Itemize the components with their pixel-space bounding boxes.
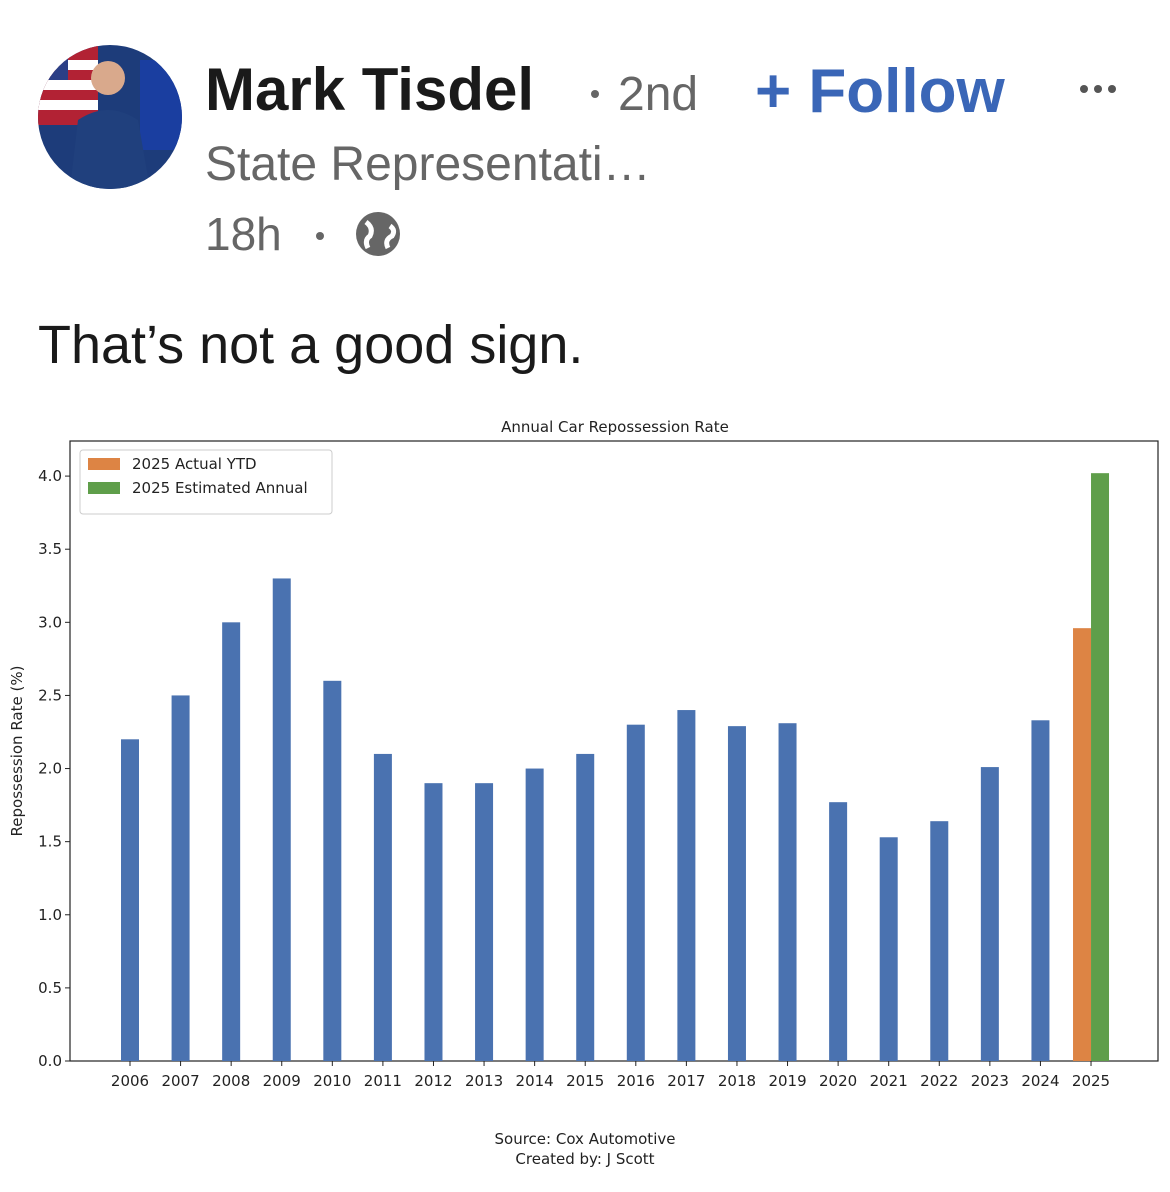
y-tick-label: 0.0: [38, 1052, 62, 1070]
x-tick-label: 2019: [768, 1072, 806, 1090]
y-tick-label: 4.0: [38, 467, 62, 485]
bar: [475, 783, 494, 1061]
x-tick-label: 2016: [617, 1072, 655, 1090]
visibility-icon: [356, 212, 400, 256]
legend-swatch: [88, 482, 120, 494]
author-name[interactable]: Mark Tisdel: [205, 56, 534, 123]
post-time: 18h: [205, 208, 282, 260]
chart: Annual Car Repossession Rate Repossessio…: [8, 418, 1159, 1168]
credit-note: Created by: J Scott: [515, 1150, 654, 1168]
bar: [778, 723, 797, 1061]
x-tick-label: 2024: [1021, 1072, 1059, 1090]
bar: [1031, 720, 1050, 1061]
bar: [525, 768, 544, 1061]
source-note: Source: Cox Automotive: [495, 1130, 676, 1148]
x-tick-label: 2017: [667, 1072, 705, 1090]
y-tick-label: 0.5: [38, 979, 62, 997]
follow-button[interactable]: + Follow: [755, 57, 1006, 126]
x-tick-label: 2023: [971, 1072, 1009, 1090]
legend-label: 2025 Actual YTD: [132, 455, 257, 473]
bar: [424, 783, 443, 1061]
x-tick-label: 2009: [263, 1072, 301, 1090]
y-tick-label: 1.5: [38, 833, 62, 851]
bar: [930, 821, 949, 1061]
x-tick-label: 2012: [414, 1072, 452, 1090]
y-tick-label: 3.5: [38, 540, 62, 558]
bar: [879, 837, 898, 1061]
legend-label: 2025 Estimated Annual: [132, 479, 308, 497]
x-tick-label: 2011: [364, 1072, 402, 1090]
x-tick-label: 2013: [465, 1072, 503, 1090]
x-tick-label: 2006: [111, 1072, 149, 1090]
bar: [626, 724, 645, 1061]
x-tick-label: 2022: [920, 1072, 958, 1090]
x-tick-label: 2020: [819, 1072, 857, 1090]
bar: [272, 578, 291, 1061]
bar: [222, 622, 241, 1061]
bar: [323, 680, 342, 1061]
y-tick-label: 2.0: [38, 760, 62, 778]
more-menu[interactable]: [1080, 85, 1116, 93]
legend-swatch: [88, 458, 120, 470]
x-tick-label: 2015: [566, 1072, 604, 1090]
x-tick-label: 2010: [313, 1072, 351, 1090]
legend-box: [79, 449, 333, 515]
headline: State Representati…: [205, 138, 651, 191]
bar: [1091, 473, 1110, 1061]
x-tick-label: 2014: [516, 1072, 554, 1090]
x-tick-label: 2007: [161, 1072, 199, 1090]
x-tick-label: 2018: [718, 1072, 756, 1090]
y-tick-label: 1.0: [38, 906, 62, 924]
x-tick-label: 2008: [212, 1072, 250, 1090]
post-text: That’s not a good sign.: [38, 315, 583, 375]
x-tick-label: 2021: [870, 1072, 908, 1090]
bar: [829, 802, 848, 1061]
bar: [727, 726, 746, 1061]
bar: [171, 695, 190, 1061]
separator: [591, 90, 599, 98]
plot-frame: [69, 440, 1159, 1062]
y-axis-label: Repossession Rate (%): [8, 666, 26, 837]
bar: [121, 739, 139, 1061]
x-tick-label: 2025: [1072, 1072, 1110, 1090]
separator: [316, 232, 324, 240]
y-tick-label: 2.5: [38, 686, 62, 704]
y-tick-label: 3.0: [38, 613, 62, 631]
bar: [677, 710, 696, 1061]
chart-title: Annual Car Repossession Rate: [501, 418, 729, 436]
bar: [373, 753, 392, 1061]
bar: [1073, 628, 1092, 1061]
connection-degree: 2nd: [618, 68, 698, 121]
bar: [980, 767, 999, 1061]
bar: [576, 753, 595, 1061]
avatar[interactable]: [38, 45, 182, 189]
